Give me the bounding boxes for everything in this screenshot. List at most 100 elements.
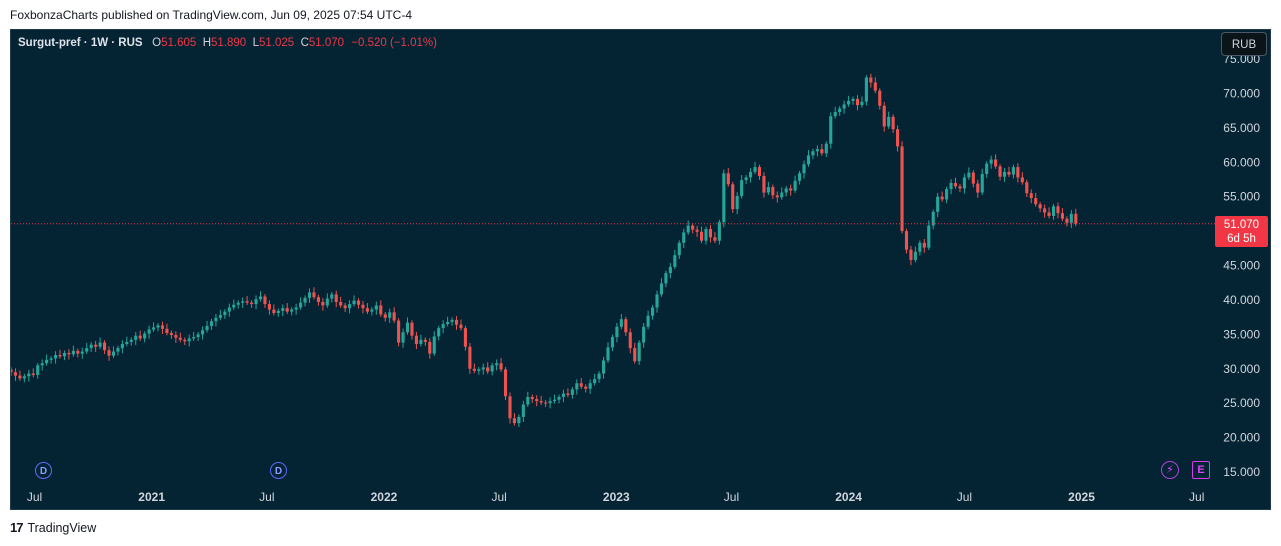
candle-body (428, 341, 432, 354)
candle (1016, 163, 1020, 183)
candle-body (593, 379, 597, 384)
candle (45, 354, 49, 366)
candle (664, 270, 668, 288)
candle (134, 331, 138, 346)
x-tick-label: 2024 (835, 490, 862, 504)
currency-button[interactable]: RUB (1221, 32, 1267, 56)
candle (401, 328, 405, 348)
candle (169, 330, 173, 339)
candle (1069, 210, 1073, 228)
y-tick-label: 35.000 (1223, 327, 1260, 341)
candle (771, 184, 775, 200)
last-price-tag: 51.070 6d 5h (1215, 216, 1268, 247)
candle-body (374, 305, 378, 310)
candle-body (472, 368, 476, 371)
candle-body (619, 319, 623, 327)
candle (1043, 204, 1047, 218)
candle-body (967, 172, 971, 178)
candle-body (285, 308, 289, 312)
candle-body (806, 155, 811, 165)
candle (619, 314, 623, 330)
candle-body (272, 309, 276, 313)
candle-body (258, 296, 263, 300)
candle (958, 183, 962, 193)
candle-body (570, 389, 574, 395)
price-chart[interactable]: 15.000 20.000 25.000 30.000 35.000 40.000 45.0… (11, 30, 1271, 510)
candle-body (388, 312, 392, 318)
candle-body (673, 255, 677, 267)
candle-body (650, 307, 655, 316)
candle (67, 349, 71, 360)
candle-body (1034, 198, 1038, 205)
candle-body (615, 326, 619, 338)
candle (953, 177, 958, 189)
candle-body (254, 299, 258, 305)
candle (851, 96, 855, 105)
candle-body (628, 332, 632, 349)
candle-body (1011, 167, 1015, 175)
candle-body (334, 294, 338, 302)
candle-body (294, 307, 298, 310)
candle-body (232, 304, 236, 308)
candle (1034, 192, 1038, 207)
candle (838, 106, 842, 116)
candle-body (316, 297, 320, 302)
candle (922, 238, 926, 253)
candle-body (490, 365, 494, 372)
dividend-marker[interactable]: D (35, 462, 52, 479)
candle (847, 95, 851, 107)
candle (183, 337, 187, 346)
candle (798, 170, 802, 185)
candle (103, 340, 107, 354)
symbol-name[interactable]: Surgut-pref · 1W · RUS (18, 37, 143, 49)
y-tick-label: 25.000 (1223, 396, 1260, 410)
candle (971, 170, 975, 188)
footer-brand-name[interactable]: TradingView (27, 521, 97, 535)
candle-body (512, 418, 516, 424)
candle-body (107, 350, 111, 356)
candle-body (236, 302, 240, 305)
candle-body (205, 326, 209, 331)
candle (918, 240, 922, 256)
candle-body (539, 401, 543, 403)
y-tick-label: 40.000 (1223, 293, 1260, 307)
candle (882, 102, 886, 132)
dividend-marker[interactable]: D (270, 462, 287, 479)
candle-body (713, 237, 717, 241)
candle (379, 300, 383, 317)
candle (18, 370, 22, 381)
candle-body (80, 351, 84, 354)
candle (708, 225, 713, 243)
candle-body (575, 383, 579, 390)
candle-body (1025, 182, 1029, 194)
x-tick-label: Jul (1189, 490, 1204, 504)
candle-body (437, 328, 441, 337)
candle (245, 296, 249, 306)
candle-body (740, 180, 744, 196)
lightning-icon[interactable]: ⚡ (1161, 461, 1179, 479)
candle (530, 394, 534, 403)
candle-body (945, 189, 949, 200)
candle-body (913, 251, 917, 260)
candle-body (459, 324, 463, 329)
candle (985, 161, 989, 178)
candle-body (900, 146, 904, 232)
candle-body (659, 283, 664, 295)
candle (766, 181, 770, 195)
y-tick-label: 20.000 (1223, 431, 1260, 445)
candle (713, 232, 717, 244)
candle (548, 397, 552, 409)
candle-body (860, 101, 864, 106)
candle-body (192, 337, 196, 339)
candle-body (27, 373, 31, 377)
candle-body (655, 294, 659, 308)
candle-body (521, 404, 525, 417)
candle (980, 168, 984, 195)
candle-body (227, 307, 231, 312)
candle (659, 278, 664, 297)
candle-body (152, 327, 156, 330)
earnings-marker[interactable]: E (1192, 461, 1210, 479)
symbol-legend: Surgut-pref · 1W · RUS O51.605 H51.890 L… (18, 36, 437, 50)
chart-panel[interactable]: 15.000 20.000 25.000 30.000 35.000 40.000 45.0… (10, 29, 1271, 510)
candle-body (174, 335, 178, 338)
